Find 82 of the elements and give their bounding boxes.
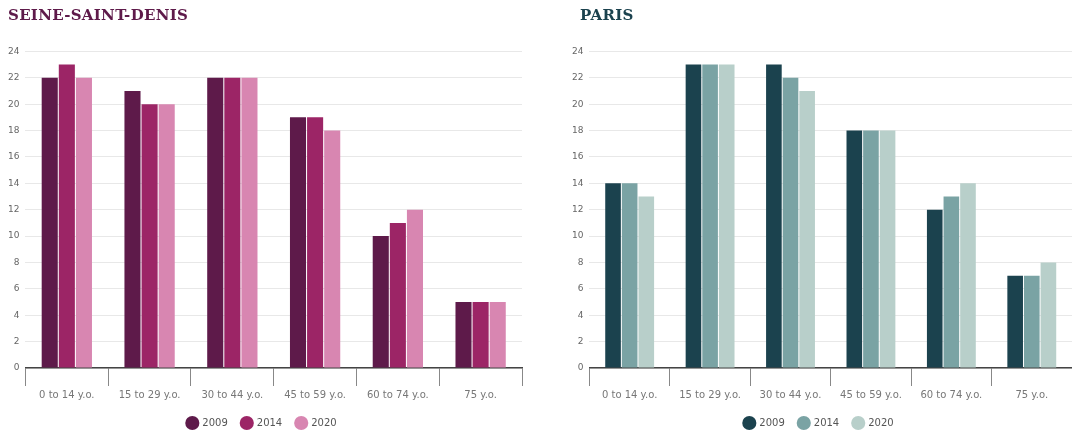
chart-title: SEINE-SAINT-DENIS bbox=[8, 6, 189, 24]
legend-label: 2009 bbox=[759, 416, 785, 428]
bar bbox=[621, 183, 638, 368]
x-tick-label: 60 to 74 y.o. bbox=[920, 388, 983, 400]
x-tick-label: 15 to 29 y.o. bbox=[679, 388, 741, 400]
bar bbox=[324, 130, 341, 368]
y-tick-label: 22 bbox=[8, 72, 20, 83]
y-tick-label: 6 bbox=[13, 283, 20, 294]
bar bbox=[207, 77, 224, 368]
bar bbox=[718, 64, 735, 368]
legend-label: 2014 bbox=[813, 416, 840, 428]
x-tick-label: 15 to 29 y.o. bbox=[118, 388, 181, 400]
bar bbox=[455, 302, 472, 368]
x-tick-label: 75 y.o. bbox=[464, 388, 497, 400]
y-tick-label: 16 bbox=[8, 151, 20, 162]
y-tick-label: 22 bbox=[572, 72, 584, 83]
legend-label: 2020 bbox=[311, 416, 337, 428]
bar bbox=[766, 64, 782, 368]
bar bbox=[307, 117, 324, 368]
bar bbox=[389, 222, 406, 368]
x-tick-label: 45 to 59 y.o. bbox=[284, 388, 347, 400]
bar bbox=[241, 77, 258, 368]
y-tick-label: 12 bbox=[8, 204, 20, 215]
y-tick-label: 20 bbox=[572, 98, 584, 109]
y-tick-label: 18 bbox=[572, 124, 584, 135]
bar bbox=[406, 209, 424, 368]
legend-label: 2020 bbox=[868, 416, 894, 428]
y-tick-label: 4 bbox=[13, 309, 20, 320]
bar bbox=[799, 90, 815, 368]
bar bbox=[58, 64, 75, 368]
bar bbox=[224, 77, 241, 368]
bar bbox=[782, 77, 799, 368]
bar bbox=[879, 130, 896, 368]
x-tick-label: 45 to 59 y.o. bbox=[840, 388, 902, 400]
bar bbox=[1040, 262, 1057, 368]
y-tick-label: 14 bbox=[572, 177, 584, 188]
bar bbox=[372, 236, 389, 368]
bar bbox=[124, 90, 141, 368]
bar bbox=[1023, 275, 1040, 368]
y-tick-label: 24 bbox=[572, 45, 584, 56]
bar bbox=[605, 183, 621, 368]
y-tick-label: 0 bbox=[577, 362, 584, 373]
bar bbox=[638, 196, 655, 368]
y-tick-label: 6 bbox=[577, 283, 584, 294]
bar bbox=[141, 104, 158, 368]
x-tick-label: 0 to 14 y.o. bbox=[601, 388, 658, 400]
legend-label: 2014 bbox=[256, 416, 283, 428]
bar bbox=[289, 117, 307, 368]
bar bbox=[943, 196, 960, 368]
y-tick-label: 16 bbox=[572, 151, 584, 162]
y-tick-label: 20 bbox=[8, 98, 20, 109]
legend-label: 2009 bbox=[202, 416, 228, 428]
y-tick-label: 8 bbox=[13, 256, 20, 267]
y-tick-label: 24 bbox=[8, 45, 20, 56]
chart-title: PARIS bbox=[580, 6, 634, 24]
bar bbox=[863, 130, 879, 368]
x-tick-label: 0 to 14 y.o. bbox=[39, 388, 95, 400]
bar bbox=[489, 302, 506, 368]
bar bbox=[41, 77, 58, 368]
x-tick-label: 30 to 44 y.o. bbox=[759, 388, 822, 400]
bar bbox=[472, 302, 489, 368]
y-tick-label: 2 bbox=[577, 335, 584, 346]
x-tick-label: 60 to 74 y.o. bbox=[366, 388, 429, 400]
x-tick-label: 30 to 44 y.o. bbox=[201, 388, 264, 400]
bar bbox=[75, 77, 92, 368]
bar bbox=[158, 104, 175, 368]
bar bbox=[846, 130, 863, 368]
bar bbox=[960, 183, 976, 368]
y-tick-label: 2 bbox=[13, 335, 20, 346]
bar bbox=[1007, 275, 1023, 368]
y-tick-label: 12 bbox=[572, 204, 584, 215]
y-tick-label: 8 bbox=[577, 256, 584, 267]
y-tick-label: 10 bbox=[8, 230, 20, 241]
x-tick-label: 75 y.o. bbox=[1015, 388, 1049, 400]
y-tick-label: 10 bbox=[572, 230, 584, 241]
bar bbox=[702, 64, 718, 368]
y-tick-label: 4 bbox=[577, 309, 584, 320]
y-tick-label: 0 bbox=[13, 362, 20, 373]
y-tick-label: 14 bbox=[8, 177, 20, 188]
y-tick-label: 18 bbox=[8, 124, 20, 135]
bar bbox=[685, 64, 702, 368]
bar bbox=[926, 209, 943, 368]
